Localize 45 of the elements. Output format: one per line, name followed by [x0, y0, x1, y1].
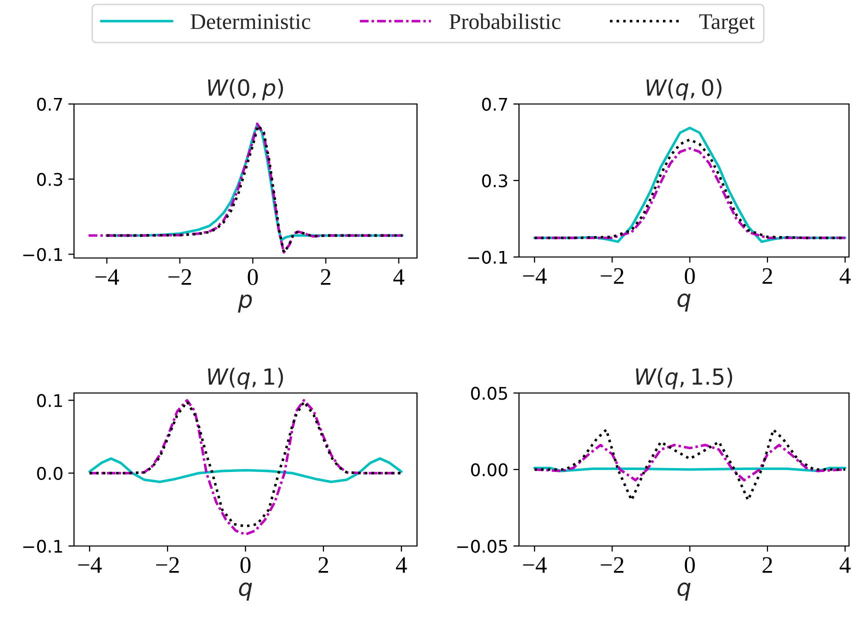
y-tick-label: −0.1: [23, 248, 62, 262]
x-tick-label: −2: [600, 268, 624, 284]
x-axis-title: p: [238, 294, 252, 313]
x-tick-label: −4: [523, 557, 547, 573]
x-tick-label: −4: [523, 268, 547, 284]
x-tick-label: −2: [168, 269, 192, 285]
x-axis-title: q: [239, 582, 252, 601]
x-axis-title: q: [678, 582, 691, 601]
legend-label: Target: [699, 14, 755, 34]
y-tick-label: 0.00: [471, 463, 508, 476]
y-tick-label: 0.7: [482, 98, 508, 111]
chart-title: W(q,1.5): [636, 368, 732, 390]
legend-label: Deterministic: [190, 14, 310, 30]
x-tick-label: 0: [248, 269, 258, 286]
x-tick-label: 4: [840, 557, 851, 573]
x-tick-label: −4: [78, 557, 102, 573]
x-tick-label: 4: [393, 269, 404, 285]
y-tick-label: 0.1: [37, 394, 62, 408]
x-tick-label: 2: [320, 269, 330, 285]
x-tick-label: 4: [396, 557, 407, 573]
x-tick-label: 4: [840, 268, 851, 284]
y-tick-label: 0.05: [471, 386, 508, 400]
x-tick-label: 0: [240, 557, 251, 574]
legend-label: Probabilistic: [449, 13, 560, 30]
y-tick-label: 0.7: [37, 98, 62, 111]
y-tick-label: 0.0: [37, 466, 62, 480]
x-tick-label: 2: [762, 557, 772, 573]
line-series: [88, 457, 403, 484]
x-axis-title: q: [678, 294, 691, 312]
x-tick-label: −2: [156, 557, 179, 573]
line-series: [533, 428, 846, 502]
x-tick-label: −4: [95, 269, 120, 285]
chart-title: W(q,1): [208, 368, 283, 390]
y-tick-label: −0.1: [23, 540, 62, 553]
x-tick-label: 2: [318, 557, 328, 573]
chart-title: W(0,p): [208, 78, 283, 100]
y-tick-label: −0.1: [468, 250, 507, 264]
x-tick-label: −2: [600, 557, 624, 573]
x-tick-label: 0: [684, 557, 695, 574]
x-tick-label: 2: [762, 268, 772, 284]
y-tick-label: 0.3: [482, 174, 508, 188]
y-tick-label: 0.3: [37, 172, 62, 186]
chart-title: W(q,0): [646, 78, 722, 100]
y-tick-label: −0.05: [457, 540, 508, 553]
x-tick-label: 0: [684, 268, 695, 284]
